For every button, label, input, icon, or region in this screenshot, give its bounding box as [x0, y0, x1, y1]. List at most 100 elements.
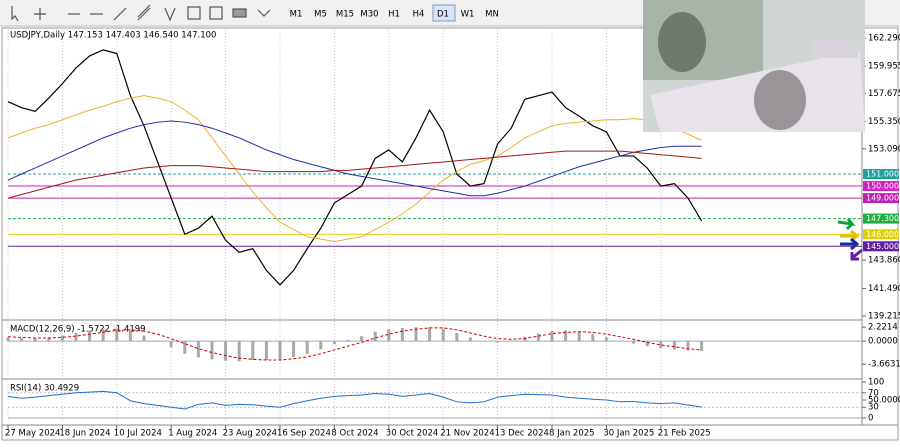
- price-level-label: 149.000: [866, 194, 899, 203]
- y-tick-label: 50.0000: [868, 396, 900, 406]
- y-tick-label: 0.0000: [868, 337, 898, 347]
- histogram-bar: [496, 341, 500, 343]
- price-line: [7, 49, 703, 286]
- histogram-bar: [264, 341, 268, 361]
- text-tool[interactable]: [187, 6, 201, 20]
- portrait: [658, 12, 706, 72]
- y-tick-label: 143.860: [868, 256, 900, 266]
- histogram-bar: [550, 331, 554, 342]
- x-tick-label: 16 Sep 2024: [277, 429, 331, 439]
- y-tick-label: 100: [868, 377, 884, 387]
- indicator-line: [7, 120, 702, 197]
- x-tick-label: 8 Oct 2024: [331, 429, 378, 439]
- y-tick-label: 141.490: [868, 284, 900, 294]
- timeframe-button[interactable]: M30: [360, 10, 378, 20]
- histogram-bar: [632, 341, 636, 344]
- price-level-tag: [863, 229, 899, 240]
- histogram-bar: [47, 337, 51, 342]
- histogram-bar: [686, 341, 690, 351]
- y-tick-label: 2.2214: [868, 323, 898, 333]
- y-tick-label: 155.350: [868, 117, 900, 127]
- panel-title: USDJPY,Daily 147.153 147.403 146.540 147…: [10, 31, 216, 41]
- indicator-line: [7, 390, 702, 410]
- histogram-bar: [319, 341, 323, 350]
- blue-arrow: [840, 237, 860, 251]
- indicator-line: [7, 327, 702, 361]
- green-arrow: [837, 218, 856, 231]
- x-tick-label: 23 Aug 2024: [223, 429, 277, 439]
- x-tick-label: 18 Jun 2024: [59, 429, 110, 439]
- timeframe-button[interactable]: M5: [314, 10, 327, 20]
- histogram-bar: [700, 341, 704, 352]
- bill-corner: [812, 40, 858, 58]
- rect-tool[interactable]: [232, 8, 247, 18]
- timeframe-button[interactable]: MN: [485, 10, 499, 20]
- histogram-bar: [156, 341, 160, 342]
- histogram-bar: [414, 327, 418, 342]
- price-level-label: 146.000: [866, 230, 899, 239]
- price-level-label: 145.000: [866, 242, 899, 251]
- timeframe-button[interactable]: M15: [336, 10, 354, 20]
- price-level-label: 150.000: [866, 182, 899, 191]
- y-tick-label: 139.215: [868, 312, 900, 322]
- timeframes: M1 M5 M15 M30 H1 H4 D1 W1 MN: [290, 4, 499, 22]
- price-level-tag: [863, 193, 899, 204]
- price-level-tag: [863, 213, 899, 224]
- timeframe-button[interactable]: M1: [290, 10, 303, 20]
- timeframe-button[interactable]: H1: [388, 10, 400, 20]
- price-level-label: 147.300: [866, 214, 899, 223]
- channel-tool[interactable]: [137, 4, 151, 21]
- y-tick-label: 70: [868, 388, 879, 398]
- x-tick-label: 30 Jan 2025: [603, 429, 654, 439]
- histogram-bar: [645, 341, 649, 347]
- timeframe-button[interactable]: D1: [437, 10, 449, 20]
- cursor-tool[interactable]: [11, 6, 19, 22]
- banknote-image: [643, 0, 865, 132]
- x-tick-label: 1 Aug 2024: [168, 429, 217, 439]
- histogram-bar: [292, 341, 296, 357]
- histogram-bar: [455, 332, 459, 342]
- arrows: [837, 218, 863, 261]
- indicator-line: [7, 95, 702, 242]
- histogram-bar: [210, 341, 214, 360]
- histogram-bar: [400, 327, 404, 342]
- histogram-bar: [142, 335, 146, 342]
- yellow-arrow: [840, 229, 860, 243]
- histogram-bar: [305, 341, 309, 354]
- timeframe-button[interactable]: H4: [413, 10, 425, 20]
- histogram-bar: [441, 328, 445, 342]
- fibo-tool[interactable]: [164, 7, 176, 22]
- x-tick-label: 21 Nov 2024: [440, 429, 494, 439]
- y-tick-label: 0: [868, 414, 873, 424]
- histogram-bar: [373, 331, 377, 342]
- histogram-bar: [20, 337, 24, 342]
- histogram-bar: [237, 341, 241, 362]
- y-tick-label: 162.290: [868, 33, 900, 43]
- histogram-bar: [428, 327, 432, 342]
- shapes-tool[interactable]: [257, 9, 271, 17]
- purple-arrow: [850, 248, 863, 261]
- price-level-tag: [863, 181, 899, 192]
- histogram-bar: [6, 337, 10, 342]
- x-tick-label: 30 Oct 2024: [386, 429, 439, 439]
- timeframe-button[interactable]: W1: [461, 10, 475, 20]
- trendline-tool[interactable]: [113, 7, 127, 21]
- histogram-bar: [169, 341, 173, 348]
- label-tool[interactable]: [209, 6, 223, 20]
- x-tick-label: 27 May 2024: [5, 429, 60, 439]
- histogram-bar: [591, 334, 595, 342]
- y-tick-label: -3.6631: [868, 360, 900, 370]
- histogram-bar: [346, 339, 350, 342]
- tool-icons: [11, 4, 271, 22]
- y-tick-label: 159.955: [868, 62, 900, 72]
- y-tick-label: 30: [868, 403, 879, 413]
- histogram-bar: [74, 332, 78, 342]
- histogram-bar: [360, 336, 364, 342]
- histogram-bar: [88, 330, 92, 342]
- histogram-bar: [509, 340, 513, 342]
- histogram-bar: [332, 341, 336, 345]
- histogram-bar: [482, 340, 486, 342]
- crosshair-tool[interactable]: [34, 8, 46, 20]
- histogram-bar: [672, 341, 676, 350]
